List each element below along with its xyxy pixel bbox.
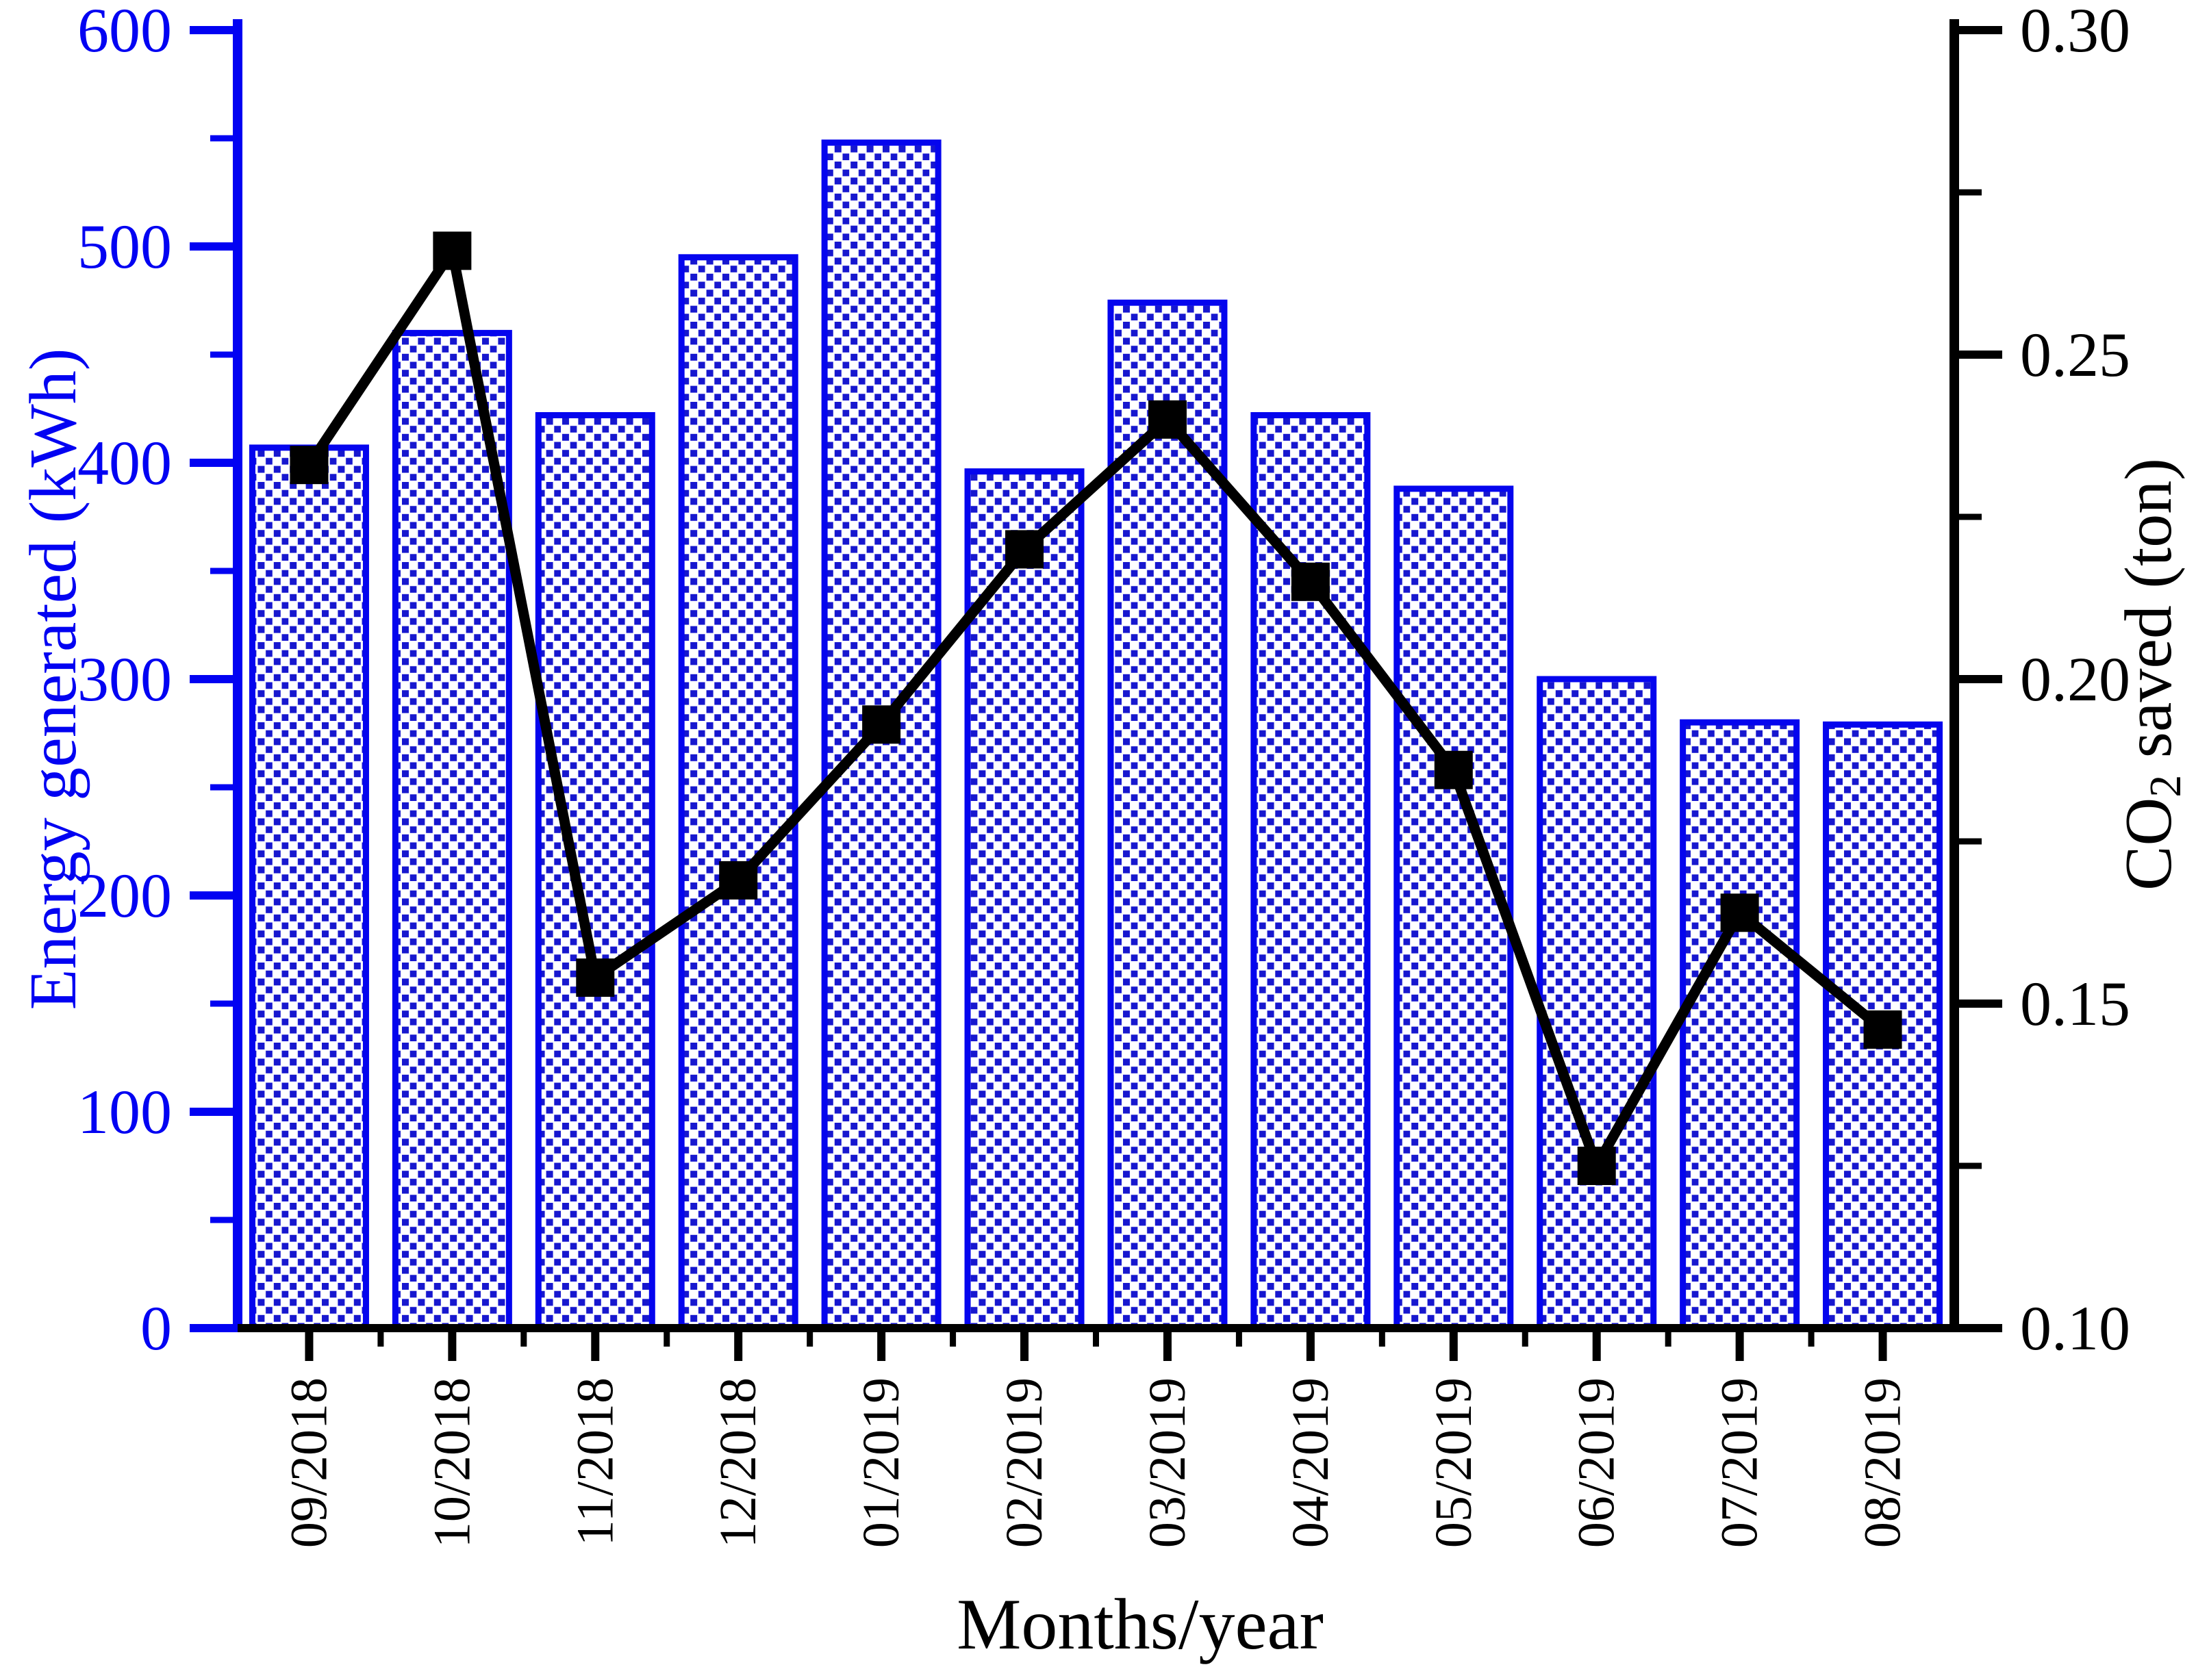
left-tick-label: 200 <box>77 861 172 930</box>
x-tick-label-group: 02/2019 <box>996 1377 1053 1548</box>
x-tick-label: 05/2019 <box>1425 1377 1482 1548</box>
x-tick-label-group: 11/2018 <box>566 1377 624 1546</box>
right-tick-label: 0.20 <box>2020 644 2130 714</box>
bar-02-2019 <box>964 468 1085 1332</box>
left-tick-label: 0 <box>140 1293 172 1363</box>
x-tick-label-group: 05/2019 <box>1425 1377 1482 1548</box>
x-tick-label-group: 04/2019 <box>1282 1377 1339 1548</box>
co2-marker-07-2019 <box>1720 893 1759 932</box>
left-axis-title-group: Energy generated (kWh) <box>16 348 90 1010</box>
x-tick-label: 11/2018 <box>566 1377 624 1546</box>
bar-06-2019 <box>1537 676 1657 1332</box>
left-tick-label: 300 <box>77 644 172 714</box>
co2-marker-08-2019 <box>1863 1010 1902 1049</box>
x-tick-label: 12/2018 <box>709 1377 767 1548</box>
right-axis-title-group: CO2 saved (ton) <box>2112 458 2191 891</box>
x-tick-label: 08/2019 <box>1854 1377 1912 1548</box>
x-tick-label: 03/2019 <box>1139 1377 1196 1548</box>
right-tick-label: 0.15 <box>2020 969 2130 1039</box>
bar-04-2019 <box>1250 411 1371 1332</box>
x-tick-label: 06/2019 <box>1568 1377 1626 1548</box>
x-tick-label-group: 12/2018 <box>709 1377 767 1548</box>
bars-series-energy <box>249 139 1943 1332</box>
left-axis-title: Energy generated (kWh) <box>16 348 90 1010</box>
bar-09-2018 <box>249 444 369 1332</box>
axes <box>190 19 2002 1361</box>
co2-marker-10-2018 <box>433 231 472 270</box>
x-tick-label-group: 06/2019 <box>1568 1377 1626 1548</box>
bar-11-2018 <box>535 411 655 1332</box>
x-tick-label: 01/2019 <box>853 1377 910 1548</box>
bar-10-2018 <box>392 329 512 1332</box>
co2-marker-11-2018 <box>576 958 615 997</box>
x-tick-label: 09/2018 <box>280 1377 338 1548</box>
bar-12-2018 <box>678 254 798 1332</box>
co2-marker-02-2019 <box>1005 530 1044 569</box>
right-tick-label: 0.25 <box>2020 320 2130 390</box>
right-tick-label: 0.30 <box>2020 0 2130 65</box>
co2-marker-04-2019 <box>1291 562 1330 601</box>
bar-07-2019 <box>1680 719 1800 1332</box>
left-tick-label: 600 <box>77 0 172 65</box>
line-series-co2 <box>290 231 1902 1185</box>
co2-marker-12-2018 <box>719 861 758 900</box>
x-tick-label: 10/2018 <box>423 1377 481 1548</box>
co2-line <box>305 238 1886 1178</box>
right-tick-label: 0.10 <box>2020 1293 2130 1363</box>
co2-marker-03-2019 <box>1148 400 1187 439</box>
x-tick-label: 04/2019 <box>1282 1377 1339 1548</box>
x-tick-label-group: 10/2018 <box>423 1377 481 1548</box>
left-tick-label: 100 <box>77 1077 172 1147</box>
x-tick-label-group: 09/2018 <box>280 1377 338 1548</box>
x-tick-label-group: 03/2019 <box>1139 1377 1196 1548</box>
co2-marker-06-2019 <box>1577 1147 1616 1185</box>
bar-05-2019 <box>1393 485 1514 1332</box>
left-tick-label: 500 <box>77 212 172 281</box>
right-axis-title: CO2 saved (ton) <box>2112 458 2191 891</box>
x-tick-label: 02/2019 <box>996 1377 1053 1548</box>
left-tick-label: 400 <box>77 428 172 498</box>
axis-labels: 0 100 200 300 400 500 600 0.10 0.15 0.20 0.25 0.30 0… <box>16 0 2191 1664</box>
co2-marker-01-2019 <box>862 705 901 744</box>
x-tick-label-group: 07/2019 <box>1711 1377 1769 1548</box>
x-tick-label: 07/2019 <box>1711 1377 1769 1548</box>
x-tick-label-group: 08/2019 <box>1854 1377 1912 1548</box>
co2-marker-09-2018 <box>290 446 329 485</box>
co2-marker-05-2019 <box>1434 750 1473 789</box>
x-axis-title: Months/year <box>957 1584 1324 1664</box>
x-tick-label-group: 01/2019 <box>853 1377 910 1548</box>
